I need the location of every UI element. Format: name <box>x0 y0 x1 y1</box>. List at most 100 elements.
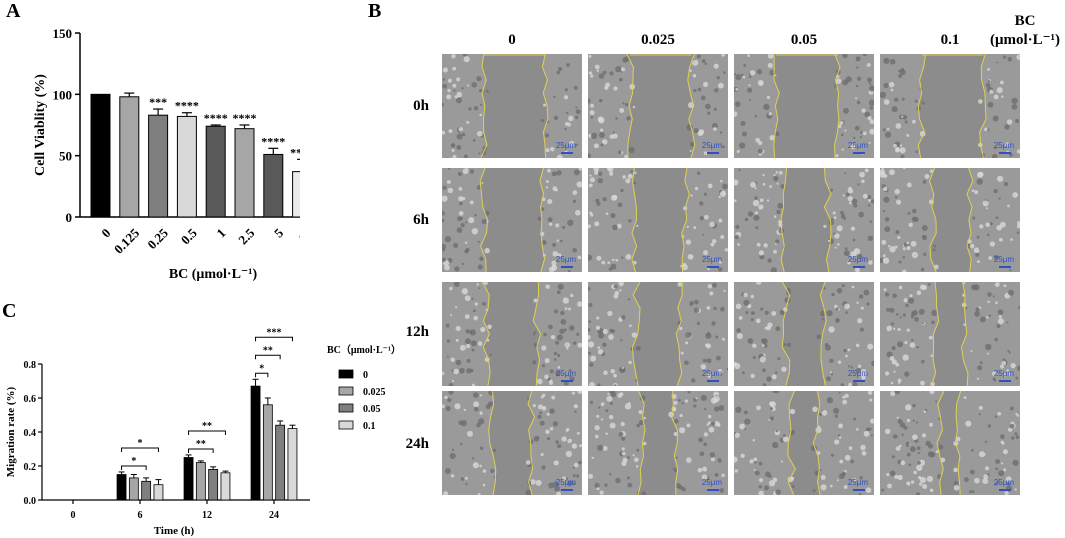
c-significance-mark: *** <box>267 327 282 338</box>
a-significance-mark: **** <box>290 145 300 159</box>
row-header: 24h <box>405 436 429 452</box>
c-y-tick-label: 0.0 <box>24 496 37 507</box>
micrograph-image <box>588 282 728 386</box>
scale-bar-label: 25μm <box>993 369 1014 378</box>
scratch-assay-micrograph: 25μm <box>734 54 874 158</box>
c-significance-mark: * <box>131 456 136 467</box>
micrograph-image <box>880 168 1020 272</box>
scratch-assay-micrograph: 25μm <box>588 54 728 158</box>
scale-bar <box>561 380 573 382</box>
micrograph-image <box>442 168 582 272</box>
scratch-assay-micrograph: 25μm <box>588 282 728 386</box>
scale-bar <box>707 380 719 382</box>
a-y-tick-label: 50 <box>59 149 72 164</box>
a-bar <box>205 125 226 218</box>
c-legend-swatch <box>338 420 354 430</box>
micrograph-image <box>588 54 726 158</box>
c-legend-title: BC（μmol·L⁻¹） <box>327 343 401 356</box>
panel-c-grouped-bar-chart: 0.0 0.2 0.4 0.6 0.8 Migration rate (%) 0 6 12 24 *… <box>5 327 401 537</box>
scale-bar <box>853 152 865 154</box>
c-significance-bracket <box>255 336 293 342</box>
scratch-assay-micrograph: 25μm <box>880 282 1020 386</box>
a-bar <box>234 128 255 218</box>
scale-bar-label: 25μm <box>701 369 722 378</box>
c-legend-swatch <box>338 386 354 396</box>
corner-label-line1: BC <box>1014 13 1036 29</box>
a-x-tick-label: 0.5 <box>178 225 200 247</box>
panel-label-b: B <box>368 0 382 22</box>
row-header: 12h <box>405 324 429 340</box>
a-bar <box>176 115 197 218</box>
scratch-assay-micrograph: 25μm <box>442 168 582 272</box>
scale-bar-label: 25μm <box>993 255 1014 264</box>
row-header: 0h <box>413 98 429 114</box>
scratch-assay-micrograph: 25μm <box>734 282 874 386</box>
scale-bar-label: 25μm <box>555 369 576 378</box>
scratch-assay-micrograph: 25μm <box>588 391 728 495</box>
c-bar <box>128 477 139 501</box>
scale-bar <box>707 266 719 268</box>
scratch-assay-micrograph: 25μm <box>588 168 728 272</box>
c-significance-bracket <box>188 448 214 453</box>
a-x-tick-label: 10 <box>295 225 300 245</box>
a-bar <box>90 93 111 218</box>
a-bar <box>148 114 169 218</box>
c-bar <box>250 385 261 501</box>
a-x-tick-label: 2.5 <box>235 225 257 247</box>
scale-bar-label: 25μm <box>847 369 868 378</box>
a-y-tick-label: 150 <box>53 26 73 41</box>
column-header: 0.025 <box>641 32 675 48</box>
scale-bar-label: 25μm <box>847 141 868 150</box>
scale-bar-label: 25μm <box>555 478 576 487</box>
c-significance-mark: ** <box>263 345 273 356</box>
c-bar <box>195 462 206 501</box>
scratch-assay-micrograph: 25μm <box>880 168 1020 272</box>
scratch-assay-micrograph: 25μm <box>442 54 582 158</box>
a-x-tick-label: 0.25 <box>144 225 171 252</box>
scratch-assay-micrograph: 25μm <box>880 54 1020 158</box>
c-bar <box>141 480 152 501</box>
c-x-tick-label: 0 <box>71 510 76 521</box>
a-significance-mark: **** <box>233 111 257 125</box>
a-x-tick-label: 0.125 <box>111 225 143 257</box>
c-significance-bracket <box>188 430 226 435</box>
c-y-tick-label: 0.2 <box>24 462 37 473</box>
c-bar <box>220 472 231 501</box>
c-x-tick-label: 12 <box>202 510 212 521</box>
a-y-axis-label: Cell Viablity (%) <box>33 74 48 176</box>
scratch-assay-micrograph: 25μm <box>734 391 874 495</box>
column-header: 0.05 <box>790 32 818 48</box>
scale-bar-label: 25μm <box>993 141 1014 150</box>
row-header: 6h <box>413 212 429 228</box>
a-bar <box>292 171 300 218</box>
c-significance-mark: ** <box>196 439 206 450</box>
a-significance-mark: **** <box>175 99 199 113</box>
scale-bar <box>707 489 719 491</box>
scale-bar <box>707 152 719 154</box>
c-significance-bracket <box>121 447 159 452</box>
micrograph-image <box>734 391 874 495</box>
c-legend-label: 0 <box>363 370 368 381</box>
scale-bar <box>561 266 573 268</box>
scratch-assay-micrograph: 25μm <box>442 282 582 386</box>
micrograph-image <box>883 282 1020 386</box>
a-x-tick-label: 0 <box>98 225 113 240</box>
c-legend-label: 0.05 <box>363 404 381 415</box>
c-significance-mark: * <box>259 363 264 374</box>
c-y-tick-label: 0.8 <box>24 360 37 371</box>
micrograph-image <box>442 54 581 158</box>
c-significance-bracket <box>255 354 281 360</box>
scale-bar-label: 25μm <box>555 255 576 264</box>
c-significance-bracket <box>255 372 269 378</box>
scratch-assay-micrograph: 25μm <box>880 391 1020 495</box>
a-bar <box>119 96 140 218</box>
scale-bar <box>853 380 865 382</box>
scale-bar <box>999 152 1011 154</box>
scale-bar <box>999 266 1011 268</box>
micrograph-image <box>734 282 874 386</box>
c-y-axis-label: Migration rate (%) <box>5 386 17 477</box>
scale-bar <box>853 266 865 268</box>
scale-bar <box>999 489 1011 491</box>
a-x-tick-label: 1 <box>213 225 228 240</box>
